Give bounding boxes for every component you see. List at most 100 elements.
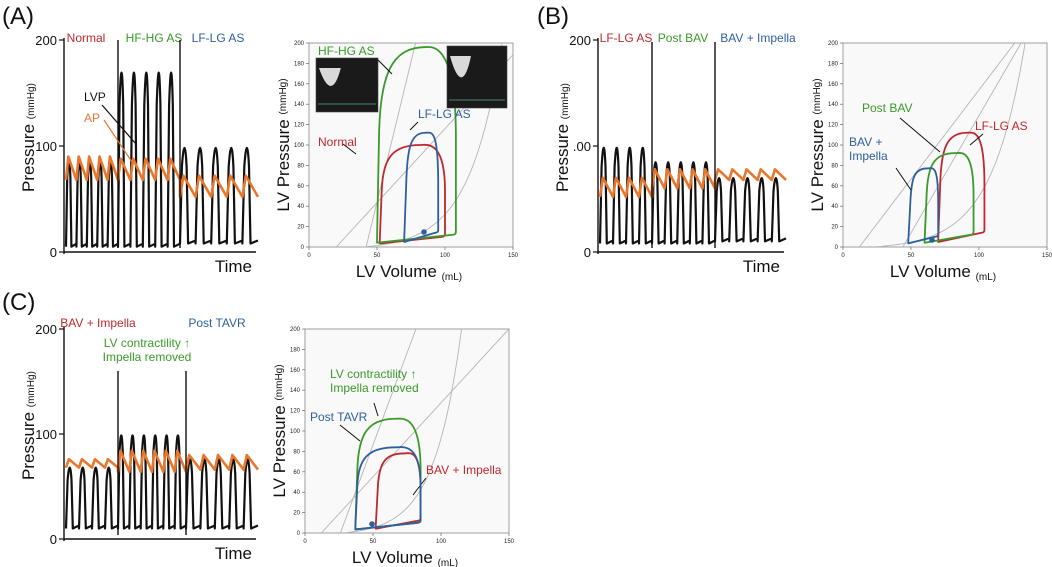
y-tick-label: 80	[297, 163, 304, 169]
y-tick-label: 120	[290, 409, 301, 415]
segment-label: BAV + Impella	[60, 316, 136, 330]
segment-label: Post BAV	[658, 31, 708, 45]
y-tick-label: .00	[573, 139, 591, 154]
x-axis-label: Time	[743, 257, 780, 276]
panel-label-a: (A)	[2, 3, 34, 30]
plot-area	[842, 42, 1048, 248]
pv-loop	[403, 131, 440, 243]
chart-a-pressure: 0 100 200 Pressure (mmHg) Time Normal HF-HG AS…	[19, 31, 260, 276]
x-tick-label: 100	[436, 539, 447, 545]
echo-inset-frame	[315, 57, 379, 113]
x-axis-label: LV Volume (mL)	[352, 548, 458, 567]
y-tick-label: 200	[35, 322, 57, 337]
y-tick-label: 40	[831, 204, 838, 210]
espvr-line	[365, 43, 417, 247]
lvp-trace	[64, 71, 259, 248]
segment-label: Normal	[67, 31, 106, 45]
echo-inset	[446, 45, 508, 109]
chart-c-pressure: 0 100 200 Pressure (mmHg) Time BAV + Impella L…	[19, 316, 260, 563]
x-tick-label: 0	[841, 253, 845, 259]
echo-inset	[315, 57, 379, 113]
loop-label: Post BAV	[862, 101, 912, 115]
pv-loop	[923, 152, 975, 244]
segment-label: Post TAVR	[188, 316, 246, 330]
y-tick-label: 80	[831, 163, 838, 169]
y-axis-label: Pressure (mmHg)	[19, 83, 38, 192]
loop-label-leader	[969, 133, 984, 146]
y-tick-label: 100	[35, 139, 57, 154]
y-tick-label: 120	[294, 123, 305, 129]
lvp-trace	[64, 434, 259, 530]
y-tick-label: 0	[50, 532, 57, 547]
doppler-envelope	[319, 68, 341, 86]
x-tick-label: 50	[374, 253, 381, 259]
chart-c-pv-loop: 0 50 100 150 0 20 40 60 80 100 120 140 160 180 200 LV V…	[270, 327, 515, 567]
loop-label: BAV + Impella	[426, 463, 502, 477]
y-tick-label: 0	[584, 245, 591, 260]
y-tick-label: 100	[35, 427, 57, 442]
panel-label-b: (B)	[537, 3, 569, 30]
edpvr-curve	[872, 43, 1026, 247]
y-axis-label: LV Pressure (mmHg)	[274, 78, 293, 211]
y-tick-label: 140	[290, 388, 301, 394]
x-axis-label: Time	[215, 544, 252, 563]
chart-b-pv-loop: 0 50 100 150 0 20 40 60 80 100 120 140 160 180 200 LV V…	[808, 41, 1052, 283]
y-tick-label: 0	[301, 245, 305, 251]
legend-lvp: LVP	[84, 90, 106, 104]
x-axis-label: LV Volume (mL)	[890, 262, 996, 283]
y-tick-label: 40	[297, 204, 304, 210]
y-axis-label: LV Pressure (mmHg)	[270, 364, 289, 497]
segment-label: LF-LG AS	[192, 31, 245, 45]
y-tick-label: 200	[569, 33, 591, 48]
pv-loop	[907, 167, 940, 245]
loop-label: LF-LG AS	[418, 107, 471, 121]
y-tick-label: 180	[828, 61, 839, 67]
loop-label-leader	[339, 424, 361, 442]
x-tick-label: 100	[974, 253, 985, 259]
y-tick-label: 100	[294, 143, 305, 149]
plot-area	[304, 328, 510, 534]
y-tick-label: 160	[828, 82, 839, 88]
y-tick-label: 80	[293, 449, 300, 455]
x-tick-label: 150	[508, 253, 519, 259]
loop-label-leader	[899, 117, 941, 153]
end-systolic-point	[421, 229, 427, 235]
y-tick-label: 20	[297, 225, 304, 231]
y-tick-label: 200	[35, 33, 57, 48]
x-axis-label: Time	[215, 257, 252, 276]
segment-label: HF-HG AS	[126, 31, 183, 45]
y-tick-label: 180	[290, 347, 301, 353]
espvr-line	[902, 43, 1022, 247]
loop-label: LV contractility ↑ Impella removed	[330, 367, 419, 395]
y-tick-label: 60	[293, 470, 300, 476]
segment-label: LV contractility ↑ Impella removed	[103, 336, 192, 364]
x-tick-label: 100	[440, 253, 451, 259]
loop-label: LF-LG AS	[975, 119, 1028, 133]
legend-ap-arrow	[103, 119, 133, 163]
panel-label-c: (C)	[2, 289, 35, 316]
x-tick-label: 50	[908, 253, 915, 259]
y-tick-label: 0	[835, 245, 839, 251]
legend-ap: AP	[84, 111, 100, 125]
ap-trace	[598, 168, 787, 199]
x-tick-label: 150	[1042, 253, 1052, 259]
loop-label: Normal	[318, 135, 357, 149]
y-tick-label: 60	[831, 184, 838, 190]
loop-label-leader	[895, 167, 912, 191]
echo-inset-frame	[446, 45, 508, 109]
y-tick-label: 20	[831, 225, 838, 231]
x-tick-label: 150	[504, 539, 515, 545]
end-systolic-point	[929, 237, 935, 243]
y-axis-label: LV Pressure (mmHg)	[808, 78, 827, 211]
segment-label: BAV + Impella	[720, 31, 796, 45]
chart-a-pv-loop: 0 50 100 150 0 20 40 60 80 100 120 140 160 180 200 LV V…	[274, 41, 519, 283]
y-tick-label: 140	[294, 102, 305, 108]
x-tick-label: 0	[303, 539, 307, 545]
y-tick-label: 180	[294, 61, 305, 67]
espvr-line	[858, 43, 1016, 247]
lvp-trace	[598, 146, 787, 245]
end-systolic-point	[369, 521, 375, 527]
doppler-envelope	[450, 56, 471, 78]
x-tick-label: 50	[370, 539, 377, 545]
